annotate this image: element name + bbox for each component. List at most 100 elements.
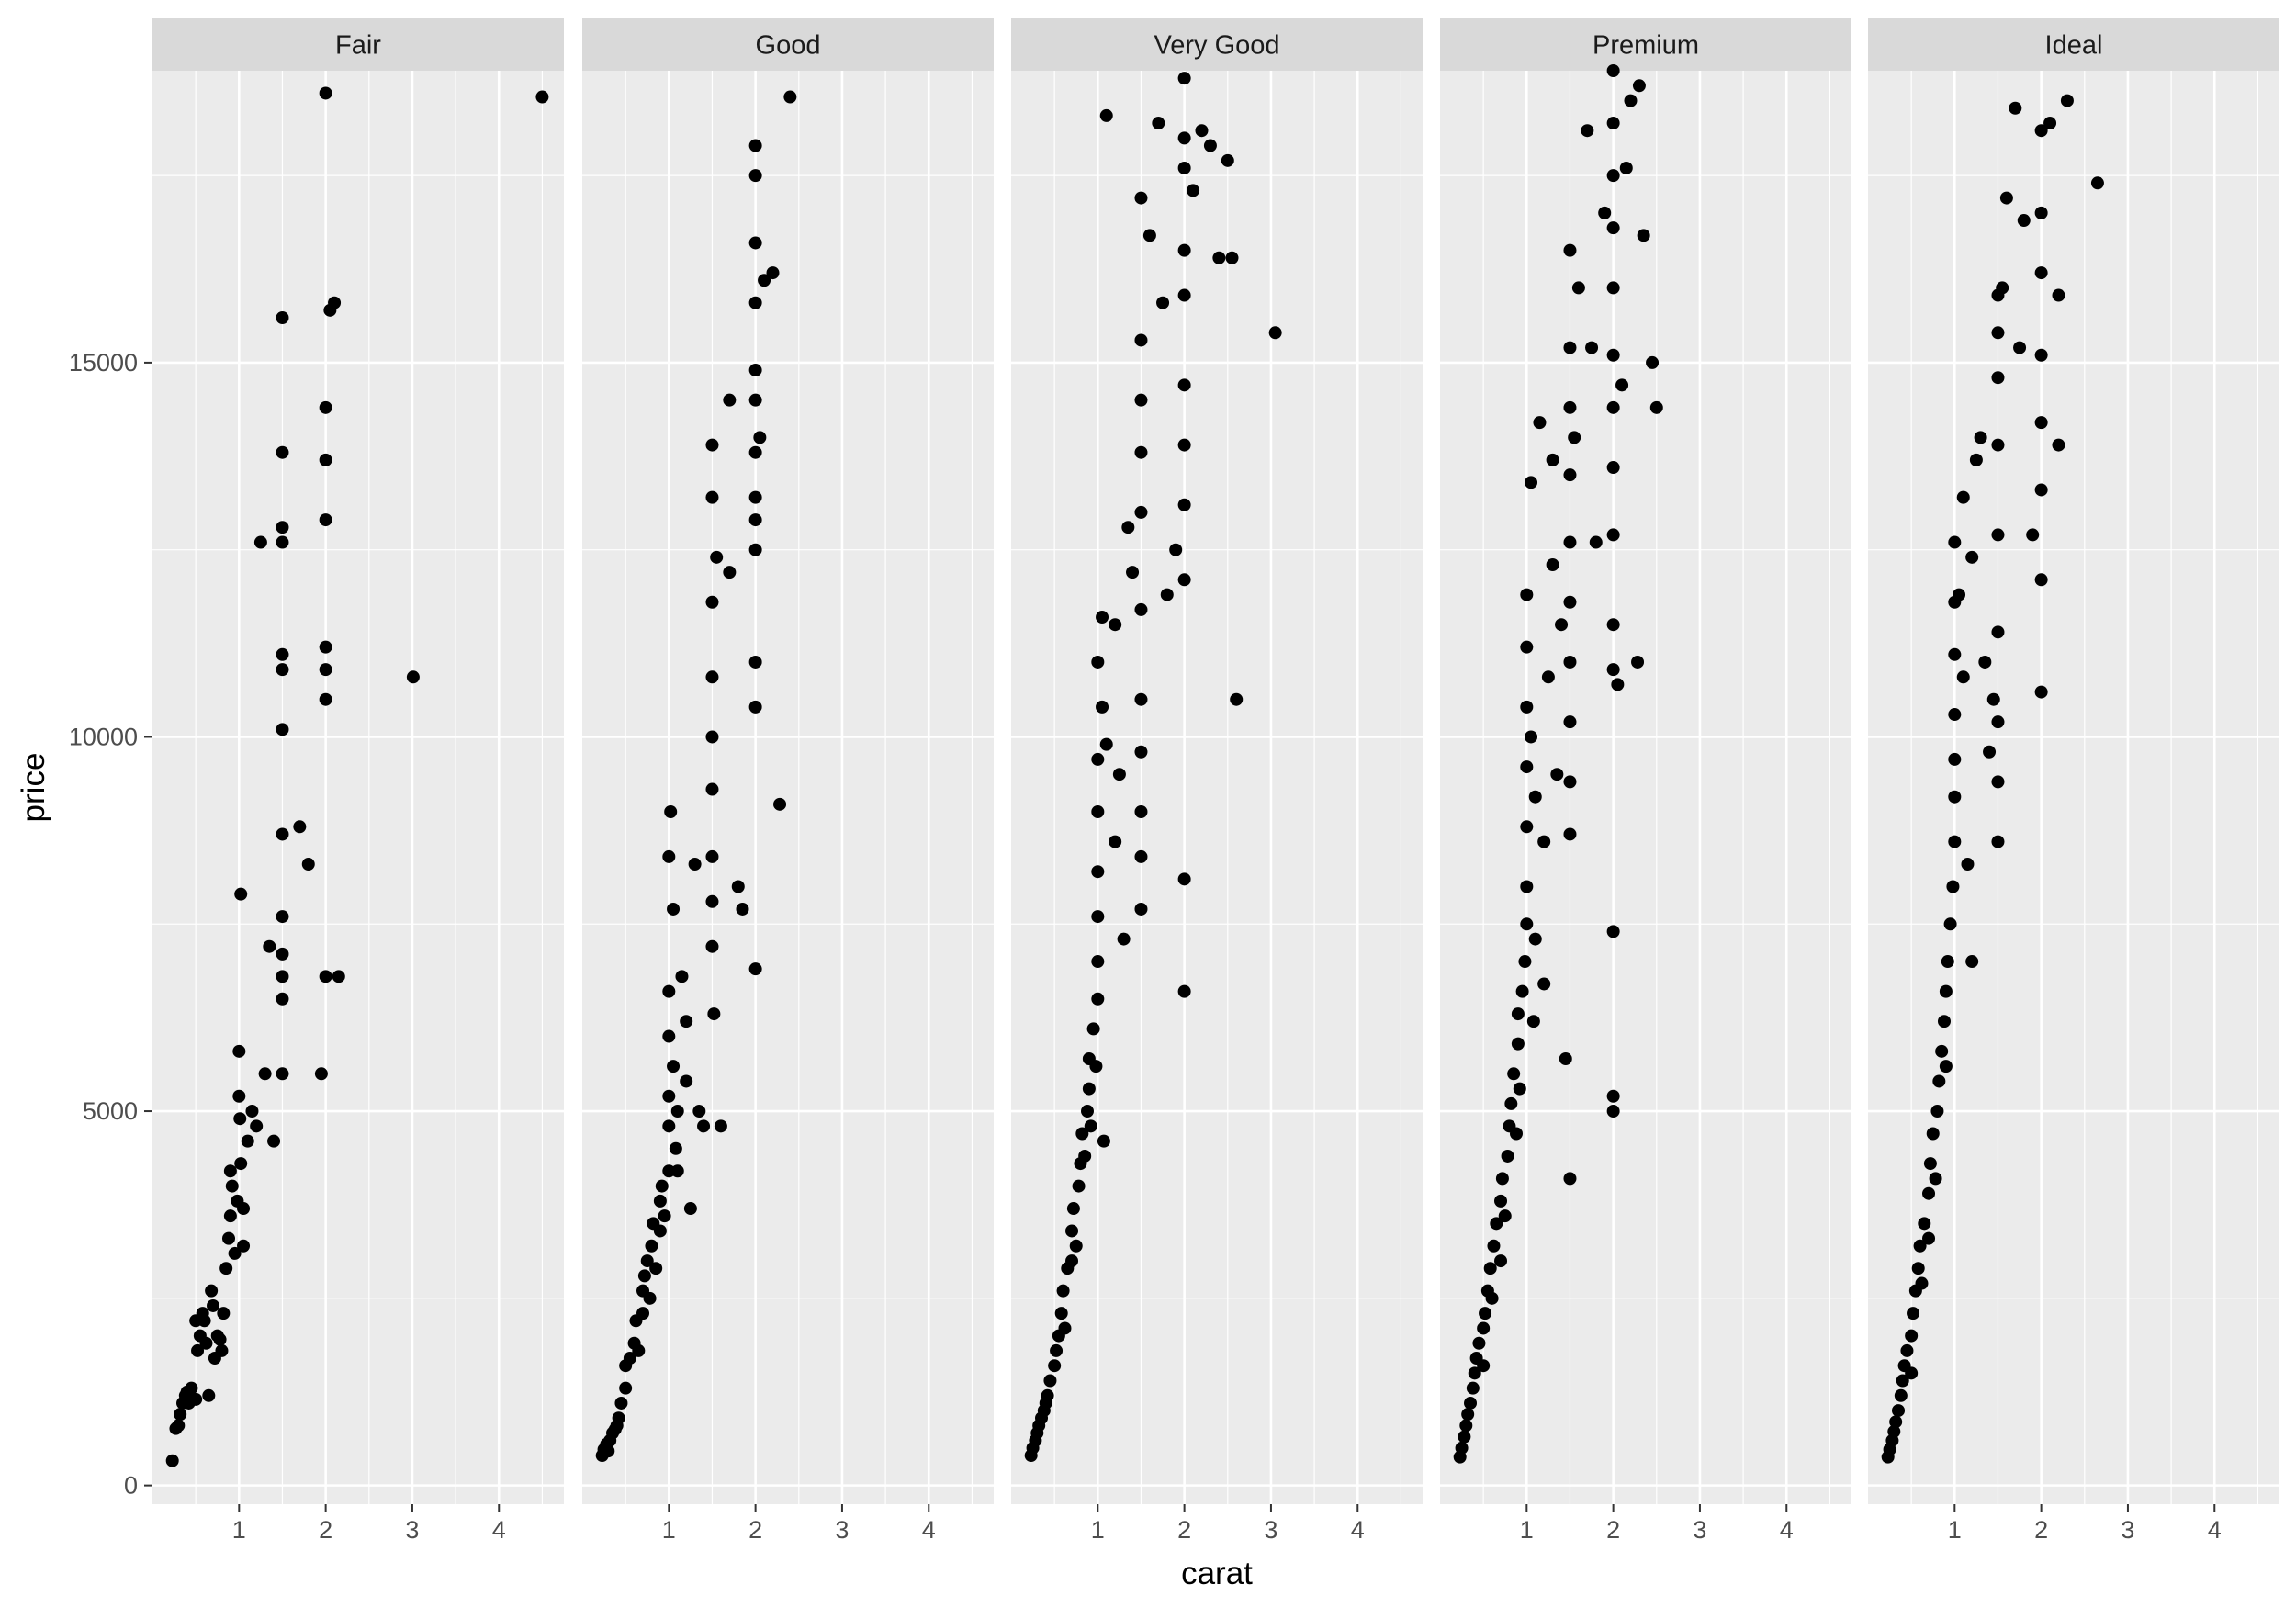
data-point xyxy=(1177,243,1191,257)
data-point xyxy=(2043,117,2057,130)
data-point xyxy=(664,804,678,818)
x-tick-label: 1 xyxy=(1948,1516,1962,1544)
data-point xyxy=(614,1396,628,1410)
data-point xyxy=(1091,804,1105,818)
data-point xyxy=(1509,1127,1523,1141)
data-point xyxy=(1563,827,1577,841)
x-tick-label: 2 xyxy=(1606,1516,1620,1544)
data-point xyxy=(1091,752,1105,766)
data-point xyxy=(1624,94,1638,107)
data-point xyxy=(669,1141,682,1155)
data-point xyxy=(2034,573,2048,587)
data-point xyxy=(1520,760,1534,774)
data-point xyxy=(653,1224,667,1238)
data-point xyxy=(1459,1419,1473,1433)
data-point xyxy=(276,521,289,534)
data-point xyxy=(736,902,749,916)
data-point xyxy=(1520,917,1534,931)
data-point xyxy=(1991,835,2005,848)
data-point xyxy=(237,1202,251,1216)
data-point xyxy=(1169,543,1183,556)
data-point xyxy=(2052,438,2065,452)
data-point xyxy=(748,445,762,459)
data-point xyxy=(233,1112,247,1126)
data-point xyxy=(276,1067,289,1081)
data-point xyxy=(1056,1284,1070,1298)
data-point xyxy=(1937,1015,1951,1028)
data-point xyxy=(688,858,702,871)
data-point xyxy=(705,438,719,452)
data-point xyxy=(1520,820,1534,834)
data-point xyxy=(662,1029,676,1043)
data-point xyxy=(636,1307,650,1320)
data-point xyxy=(245,1105,259,1118)
data-point xyxy=(225,1179,239,1193)
data-point xyxy=(662,1089,676,1103)
data-point xyxy=(1905,1329,1919,1343)
data-point xyxy=(1546,453,1559,466)
data-point xyxy=(645,1239,658,1253)
data-point xyxy=(1956,490,1970,504)
data-point xyxy=(232,1089,246,1103)
data-point xyxy=(1606,663,1620,677)
data-point xyxy=(1606,169,1620,183)
data-point xyxy=(319,692,332,706)
data-point xyxy=(1528,932,1542,946)
data-point xyxy=(1117,932,1131,946)
data-point xyxy=(705,782,719,796)
data-point xyxy=(234,1157,248,1171)
x-tick-label: 1 xyxy=(1520,1516,1534,1544)
data-point xyxy=(1089,1060,1103,1073)
facet-strip xyxy=(152,18,564,71)
y-tick-label: 5000 xyxy=(83,1097,138,1125)
data-point xyxy=(234,887,248,901)
data-point xyxy=(658,1209,671,1223)
facet-strip xyxy=(1440,18,1851,71)
y-axis-title: price xyxy=(16,753,51,823)
data-point xyxy=(215,1343,229,1357)
data-point xyxy=(748,543,762,556)
data-point xyxy=(1563,655,1577,669)
data-point xyxy=(1929,1172,1942,1186)
data-point xyxy=(748,236,762,250)
data-point xyxy=(1096,700,1109,714)
data-point xyxy=(2034,685,2048,699)
data-point xyxy=(1096,611,1109,624)
data-point xyxy=(1619,161,1633,174)
data-point xyxy=(2060,94,2074,107)
data-point xyxy=(1494,1254,1508,1268)
data-point xyxy=(1507,1067,1521,1081)
data-point xyxy=(1563,468,1577,482)
data-point xyxy=(174,1408,187,1422)
data-point xyxy=(219,1262,233,1275)
data-point xyxy=(1203,139,1217,152)
data-point xyxy=(1195,124,1209,138)
data-point xyxy=(723,393,737,407)
data-point xyxy=(1177,378,1191,392)
data-point xyxy=(276,663,289,677)
data-point xyxy=(723,566,737,579)
data-point xyxy=(276,970,289,983)
data-point xyxy=(655,1179,669,1193)
data-point xyxy=(2034,124,2048,138)
data-point xyxy=(1072,1179,1086,1193)
data-point xyxy=(1041,1388,1054,1402)
data-point xyxy=(683,1202,697,1216)
data-point xyxy=(1043,1374,1057,1388)
data-point xyxy=(670,1105,684,1118)
data-point xyxy=(232,1044,246,1058)
data-point xyxy=(319,970,332,983)
data-point xyxy=(1948,790,1962,804)
data-point xyxy=(1511,1007,1525,1021)
data-point xyxy=(748,139,762,152)
data-point xyxy=(221,1231,235,1245)
data-point xyxy=(1152,117,1165,130)
data-point xyxy=(1468,1366,1481,1380)
data-point xyxy=(1598,206,1612,219)
data-point xyxy=(319,513,332,527)
data-point xyxy=(1589,535,1603,549)
data-point xyxy=(1568,431,1581,444)
facet-strip xyxy=(582,18,994,71)
y-tick-label: 15000 xyxy=(69,349,138,376)
data-point xyxy=(328,296,342,309)
